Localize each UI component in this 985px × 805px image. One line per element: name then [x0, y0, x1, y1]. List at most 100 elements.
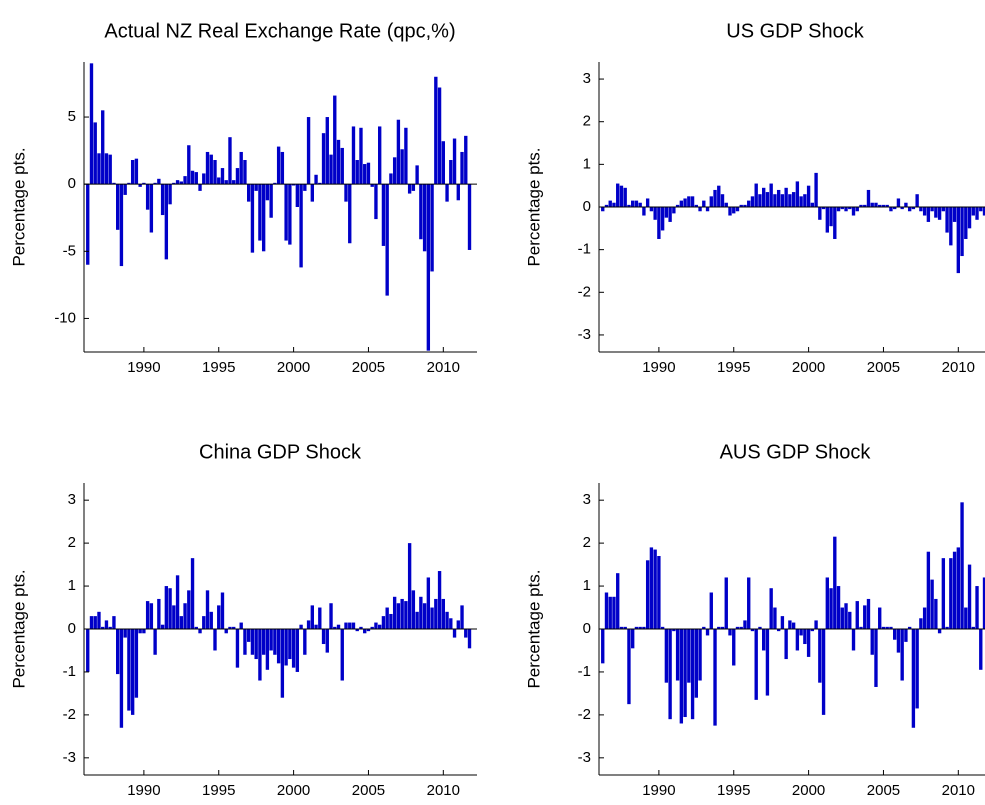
- bar: [672, 629, 676, 632]
- bar: [683, 629, 687, 718]
- bar: [750, 629, 755, 632]
- bar: [172, 182, 176, 185]
- bar: [400, 149, 404, 185]
- bar: [814, 172, 818, 207]
- bar: [821, 629, 826, 715]
- bar: [926, 551, 931, 629]
- bar: [288, 629, 292, 660]
- bar: [340, 629, 344, 681]
- bar: [960, 207, 964, 257]
- bar: [728, 629, 732, 636]
- bar: [863, 605, 867, 629]
- bar: [645, 560, 650, 629]
- bar: [810, 629, 815, 632]
- bar: [449, 618, 453, 629]
- bar: [694, 629, 698, 698]
- bar: [127, 629, 131, 711]
- bar: [157, 598, 161, 629]
- bar: [601, 207, 605, 212]
- bar: [426, 577, 431, 629]
- y-axis-label: Percentage pts.: [9, 147, 28, 266]
- x-tick-label: 2005: [352, 782, 385, 799]
- bar: [351, 622, 356, 629]
- bar: [101, 626, 105, 629]
- bar: [333, 95, 337, 185]
- bar: [694, 204, 698, 207]
- y-tick-label: -2: [63, 706, 76, 723]
- bar: [773, 607, 777, 629]
- bar: [321, 629, 326, 645]
- bar: [175, 575, 180, 629]
- bar: [104, 153, 109, 185]
- bar: [261, 184, 266, 252]
- bar: [750, 196, 755, 207]
- bar: [664, 629, 669, 683]
- bar: [739, 626, 743, 629]
- bar: [743, 620, 747, 629]
- bar: [818, 629, 822, 683]
- bar: [291, 184, 296, 186]
- bar: [784, 187, 788, 207]
- bar: [437, 571, 442, 629]
- bar: [441, 141, 445, 185]
- bar: [668, 629, 672, 720]
- bar: [612, 202, 616, 207]
- bar: [464, 135, 468, 185]
- bar: [758, 194, 762, 207]
- bar: [642, 207, 646, 216]
- bar: [874, 202, 878, 207]
- bar: [975, 586, 979, 629]
- bar: [205, 151, 210, 185]
- x-tick-label: 2000: [792, 359, 825, 376]
- bar: [941, 558, 946, 629]
- y-tick-label: -2: [578, 283, 591, 300]
- bar: [467, 629, 472, 649]
- bar: [303, 629, 307, 655]
- bar: [86, 629, 90, 672]
- bar: [89, 63, 94, 185]
- bar: [269, 629, 273, 651]
- bar: [900, 629, 904, 681]
- bar: [608, 596, 612, 629]
- bar: [810, 202, 815, 207]
- bar: [806, 629, 811, 657]
- bar: [130, 160, 135, 185]
- y-tick-label: 0: [68, 620, 76, 637]
- bar: [220, 168, 225, 185]
- y-tick-label: -3: [578, 749, 591, 766]
- bar: [930, 207, 934, 212]
- y-tick-label: -3: [63, 749, 76, 766]
- bar: [791, 622, 796, 629]
- bar: [385, 607, 389, 629]
- bar: [623, 187, 627, 207]
- bar: [960, 502, 964, 629]
- y-tick-label: 1: [583, 155, 591, 172]
- bar: [870, 202, 874, 207]
- bar: [616, 573, 620, 629]
- bar: [713, 189, 717, 207]
- y-tick-label: 1: [68, 577, 76, 594]
- bar: [971, 207, 975, 216]
- bar: [228, 626, 232, 629]
- bar: [649, 547, 654, 629]
- bar: [116, 629, 120, 675]
- bar: [735, 207, 740, 212]
- bar: [937, 207, 942, 220]
- bar: [765, 629, 770, 696]
- bar: [247, 184, 251, 202]
- bar: [276, 146, 281, 185]
- bar: [627, 204, 631, 207]
- bar: [848, 207, 852, 210]
- bar: [638, 202, 642, 207]
- bar: [336, 139, 341, 185]
- x-tick-label: 1995: [202, 359, 235, 376]
- bar: [941, 207, 946, 212]
- bar: [175, 180, 180, 185]
- x-tick-label: 2000: [277, 359, 310, 376]
- bar: [885, 626, 889, 629]
- bar: [660, 626, 665, 629]
- bar: [866, 189, 871, 207]
- bar: [250, 629, 255, 655]
- bar: [142, 182, 146, 185]
- bar: [348, 622, 352, 629]
